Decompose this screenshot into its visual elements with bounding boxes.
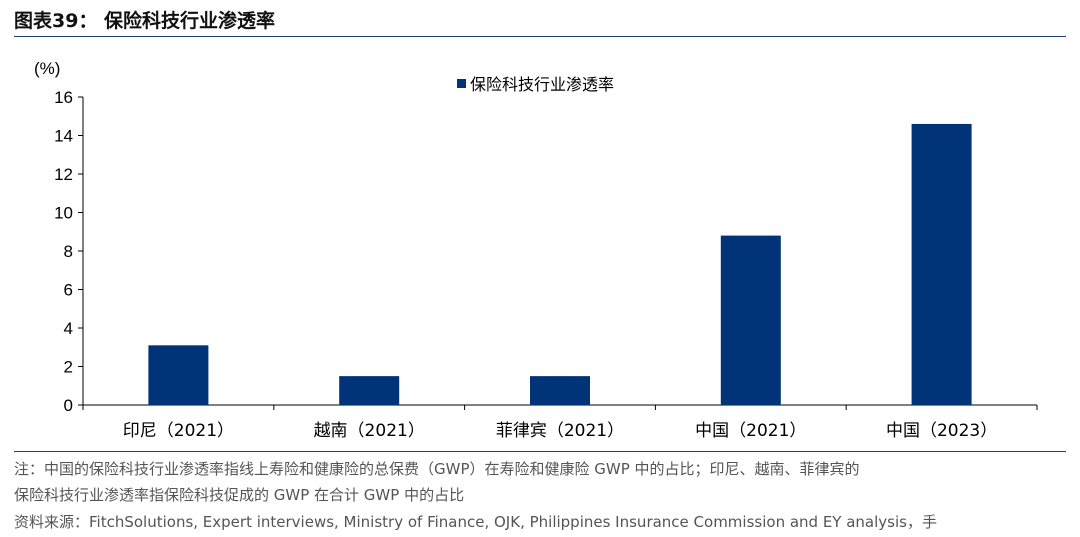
y-tick-label: 4 (64, 319, 73, 338)
plot-area: 0 2 4 6 8 10 12 14 16 印尼（2021） 越南（2021） 菲律宾（2021） 中国… (54, 88, 1038, 441)
bar (530, 376, 590, 405)
bar (911, 123, 972, 405)
legend: 保险科技行业渗透率 (457, 75, 614, 94)
y-tick-label: 8 (64, 242, 73, 261)
x-tick-label: 中国（2023） (886, 421, 997, 441)
figure-title: 图表39： 保险科技行业渗透率 (14, 10, 276, 32)
y-tick-label: 2 (64, 358, 73, 377)
bar (148, 345, 209, 405)
footer-divider (14, 451, 1066, 452)
y-tick-label: 6 (64, 281, 73, 300)
x-tick-label: 菲律宾（2021） (496, 421, 624, 441)
y-tick-label: 16 (54, 88, 73, 107)
y-tick-label: 10 (54, 204, 73, 223)
footnote-line-2: 保险科技行业渗透率指保险科技促成的 GWP 在合计 GWP 中的占比 (14, 486, 465, 504)
title-divider (14, 36, 1066, 37)
x-tick-label: 越南（2021） (314, 421, 425, 441)
bar (720, 235, 781, 405)
y-tick-label: 0 (64, 396, 73, 415)
x-tick-label: 中国（2021） (695, 421, 806, 441)
y-tick-label: 12 (54, 165, 73, 184)
legend-label: 保险科技行业渗透率 (470, 75, 614, 94)
source-note: 资料来源：FitchSolutions, Expert interviews, … (14, 513, 937, 531)
bar (339, 376, 400, 405)
bar-chart: (%) 保险科技行业渗透率 0 2 4 6 8 10 12 14 16 印尼（2021） 越南（20… (34, 59, 1038, 441)
y-tick-label: 14 (54, 127, 73, 146)
y-axis-unit-label: (%) (34, 59, 60, 78)
x-tick-label: 印尼（2021） (123, 421, 234, 441)
legend-swatch (457, 79, 466, 88)
footnote-line-1: 注：中国的保险科技行业渗透率指线上寿险和健康险的总保费（GWP）在寿险和健康险 … (14, 460, 860, 478)
